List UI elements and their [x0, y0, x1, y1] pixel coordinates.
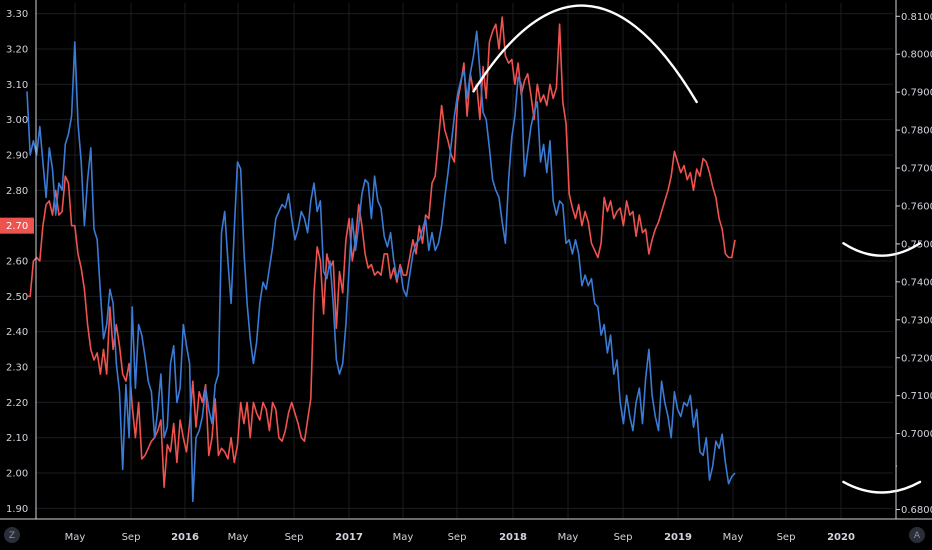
left-tick-label: 2.40: [6, 327, 28, 338]
left-tick-label: 1.90: [6, 504, 28, 515]
x-tick-label: Sep: [777, 532, 796, 543]
series-lines: [26, 16, 736, 503]
x-tick-label: May: [228, 532, 249, 543]
last-value-tag-left: [0, 217, 34, 234]
right-tick-label: 0.76000: [901, 201, 932, 212]
x-tick-label: 2018: [499, 532, 527, 543]
left-tick-label: 2.20: [6, 398, 28, 409]
auto-scale-label: A: [914, 531, 921, 541]
left-tick-label: 2.90: [6, 150, 28, 161]
x-tick-label: May: [393, 532, 414, 543]
right-tick-label: 0.74000: [901, 277, 932, 288]
left-tick-label: 2.50: [6, 292, 28, 303]
scale-mode-label: Z: [9, 531, 15, 541]
right-tick-label: 0.80000: [901, 50, 932, 61]
last-value-tag-right: [897, 458, 932, 475]
x-tick-label: 2019: [664, 532, 692, 543]
series-line-red: [27, 16, 736, 489]
x-tick-label: Sep: [614, 532, 633, 543]
annotation-arc: [842, 480, 922, 494]
left-axis-labels: 3.30 3.20 3.10 3.00 2.90 2.80 2.60 2.50 2.40 2.30…: [6, 9, 28, 515]
x-tick-label: 2020: [827, 532, 855, 543]
scale-mode-button: [4, 527, 20, 543]
annotations: [472, 4, 922, 494]
axes: [0, 0, 932, 520]
left-tick-label: 2.80: [6, 186, 28, 197]
right-tick-label: 0.81000: [901, 12, 932, 23]
x-tick-label: May: [65, 532, 86, 543]
right-tick-label: 0.71000: [901, 391, 932, 402]
left-tick-label: 3.30: [6, 9, 28, 20]
x-tick-label: 2016: [171, 532, 199, 543]
left-tick-label: 3.00: [6, 115, 28, 126]
last-value-tags: 2.70: [0, 217, 932, 475]
x-tick-label: Sep: [448, 532, 467, 543]
right-tick-label: 0.73000: [901, 315, 932, 326]
x-tick-label: May: [723, 532, 744, 543]
left-tick-label: 3.10: [6, 80, 28, 91]
x-axis-labels[interactable]: May Sep 2016 May Sep 2017 May Sep 2018 May Sep 2019…: [65, 532, 855, 543]
right-tick-label: 0.77000: [901, 164, 932, 175]
x-tick-label: Sep: [122, 532, 141, 543]
left-tick-label: 3.20: [6, 44, 28, 55]
right-tick-label: 0.70000: [901, 429, 932, 440]
left-tick-label: 2.10: [6, 433, 28, 444]
right-tick-label: 0.72000: [901, 353, 932, 364]
left-tick-label: 2.30: [6, 363, 28, 374]
right-tick-label: 0.68000: [901, 505, 932, 516]
right-tick-label: 0.79000: [901, 88, 932, 99]
annotation-arc: [842, 242, 922, 257]
series-line-blue: [26, 30, 736, 503]
auto-scale-button: [909, 527, 925, 543]
right-tick-label: 0.78000: [901, 126, 932, 137]
x-tick-label: May: [558, 532, 579, 543]
last-value-left-text: 2.70: [6, 221, 28, 232]
right-axis-labels: 0.81000 0.80000 0.79000 0.78000 0.77000 0.760…: [896, 12, 932, 516]
annotation-arc: [472, 4, 698, 104]
x-tick-label: Sep: [285, 532, 304, 543]
x-tick-label: 2017: [335, 532, 363, 543]
left-tick-label: 2.00: [6, 469, 28, 480]
left-tick-label: 2.60: [6, 257, 28, 268]
